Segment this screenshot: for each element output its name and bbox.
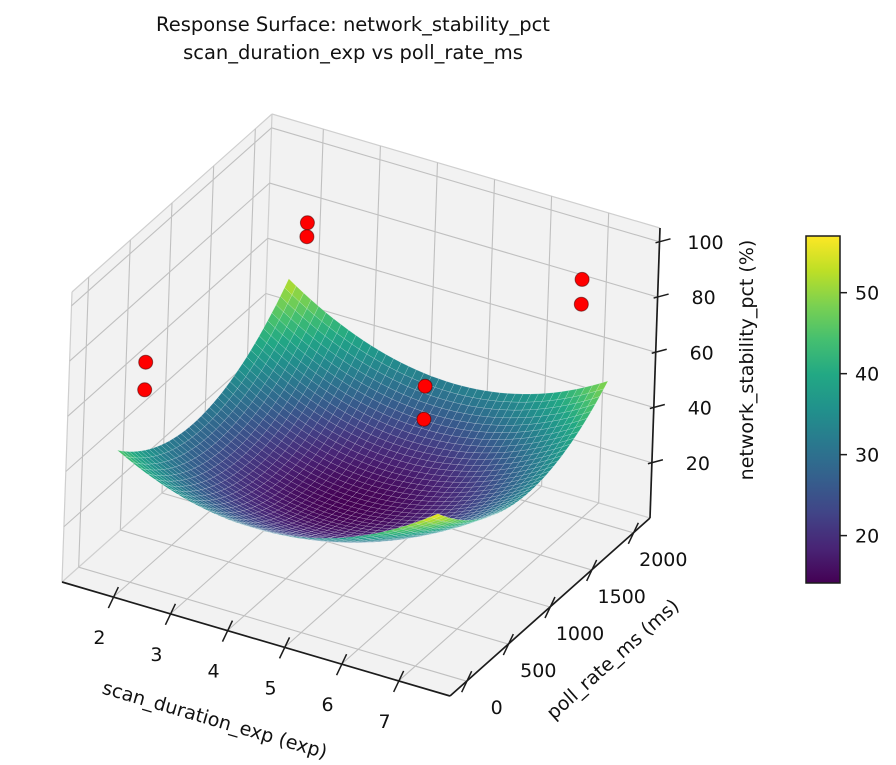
x-axis-line: [61, 581, 451, 697]
x-tick-label: 4: [207, 661, 219, 683]
scatter-point: [416, 411, 432, 427]
surface-quad: [541, 465, 555, 475]
surface-quad: [529, 479, 542, 488]
tick-marks: [107, 238, 671, 693]
colorbar-gradient: [806, 236, 840, 583]
scatter-point: [417, 378, 433, 394]
x-tick-label: 7: [379, 711, 391, 733]
z-tick: [655, 238, 671, 244]
x-axis-label: scan_duration_exp (exp): [100, 677, 330, 764]
surface-quad: [561, 437, 576, 448]
surface-quad: [574, 417, 588, 429]
chart-title: Response Surface: network_stability_pct …: [156, 11, 550, 67]
zgrid-right-wall: [267, 237, 656, 353]
y-tick-label: 0: [491, 697, 503, 719]
surface-quad: [513, 495, 526, 502]
y-tick: [627, 522, 640, 545]
z-axis-line: [649, 227, 661, 519]
x-tick-label: 6: [322, 694, 334, 716]
z-axis-label: network_stability_pct (%): [736, 240, 758, 481]
z-tick-label: 20: [686, 453, 710, 475]
colorbar-border: [805, 235, 841, 584]
z-tick: [649, 403, 666, 410]
zgrid-left-wall: [67, 237, 269, 417]
ygrid-wall: [119, 240, 131, 531]
colorbar-tick-label: 40: [855, 364, 879, 386]
y-tick-label: 1000: [556, 623, 604, 645]
surface-quad: [429, 513, 443, 519]
scatter-point: [299, 229, 315, 245]
ygrid-wall: [78, 277, 90, 568]
colorbar-tick-label: 50: [855, 283, 879, 305]
scatter-point: [573, 296, 589, 312]
surface-quad: [570, 424, 584, 435]
x-tick-label: 3: [150, 644, 162, 666]
y-tick-label: 500: [520, 660, 556, 682]
z-tick: [651, 348, 667, 355]
zgrid-left-wall: [63, 348, 265, 528]
surface-quad: [549, 455, 563, 465]
z-tick-label: 80: [692, 287, 716, 309]
ygrid-floor: [78, 566, 467, 682]
xgrid-floor: [398, 502, 600, 682]
zgrid-left-wall: [71, 127, 272, 307]
x-tick-label: 5: [264, 677, 276, 699]
y-tick: [544, 596, 556, 619]
colorbar: 20 30 40 50: [805, 235, 879, 584]
z-tick-label: 100: [687, 232, 723, 254]
pane-edge-line: [61, 291, 73, 583]
chart-title-line1: Response Surface: network_stability_pct: [156, 13, 550, 36]
z-tick-label: 60: [690, 342, 714, 364]
surface-quad: [591, 388, 605, 400]
z-tick: [653, 293, 669, 299]
surface-quad: [505, 501, 518, 508]
chart-title-line2: scan_duration_exp vs poll_rate_ms: [183, 41, 523, 64]
surface-quad: [587, 396, 601, 407]
scatter-point: [137, 382, 153, 398]
x-tick: [164, 603, 177, 626]
scatter-points: [137, 215, 590, 427]
response-surface-mesh: [116, 278, 609, 543]
colorbar-tick-label: 30: [855, 445, 879, 467]
surface-quad: [489, 511, 502, 517]
zgrid-left-wall: [69, 182, 270, 362]
scatter-point: [299, 215, 315, 231]
surface-quad: [521, 488, 534, 496]
scatter-point: [574, 271, 590, 287]
surface-quad: [557, 443, 572, 453]
y-tick-label: 1500: [598, 586, 646, 608]
y-tick: [585, 559, 598, 582]
xgrid-floor: [341, 485, 542, 665]
x-tick: [392, 670, 405, 693]
x-tick: [335, 653, 348, 676]
colorbar-tick-label: 20: [855, 526, 879, 548]
zgrid-left-wall: [65, 293, 267, 472]
x-tick: [278, 637, 291, 659]
y-tick: [502, 633, 515, 656]
ygrid-floor: [120, 529, 509, 645]
surface-quad: [517, 491, 530, 499]
y-tick-label: 2000: [639, 549, 687, 571]
z-tick: [647, 459, 664, 465]
z-tick-label: 40: [688, 398, 712, 420]
scatter-point: [138, 354, 154, 370]
xgrid-wall: [598, 212, 610, 503]
x-tick-label: 2: [93, 627, 105, 649]
x-tick: [221, 620, 234, 642]
y-tick: [460, 670, 473, 693]
y-axis-label: poll_rate_ms (ms): [542, 595, 683, 724]
x-tick: [107, 586, 120, 609]
ygrid-wall: [203, 165, 215, 456]
surface-quad: [433, 515, 447, 521]
zgrid-right-wall: [269, 182, 658, 298]
zgrid-right-wall: [271, 127, 660, 243]
surface-quad: [453, 519, 466, 524]
pane-edge-line: [271, 113, 661, 229]
